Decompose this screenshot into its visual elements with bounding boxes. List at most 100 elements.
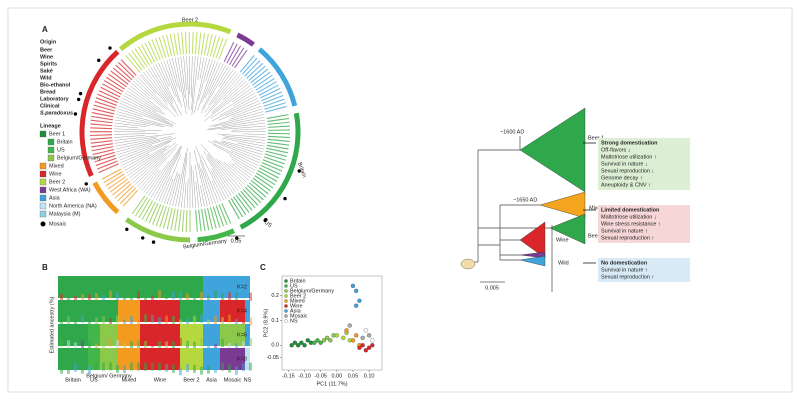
mosaic-dot bbox=[84, 182, 88, 186]
leaf-label bbox=[246, 184, 264, 201]
trait-box bbox=[598, 138, 690, 190]
box-item: Genome decay ↑ bbox=[601, 175, 643, 181]
branch bbox=[191, 165, 194, 208]
mosaic-dot bbox=[76, 97, 81, 102]
ancestry-strip bbox=[165, 315, 168, 324]
branch bbox=[207, 155, 237, 193]
ancestry-strip bbox=[95, 362, 98, 371]
ancestry-strip bbox=[109, 290, 112, 299]
ancestry-block bbox=[88, 276, 100, 298]
point bbox=[357, 345, 362, 350]
leaf-label bbox=[209, 207, 217, 229]
ancestry-strip bbox=[60, 293, 63, 302]
ancestry-strip bbox=[242, 363, 245, 372]
leaf-label bbox=[184, 32, 188, 55]
leaf-label bbox=[95, 97, 117, 106]
branch bbox=[153, 65, 174, 102]
branch bbox=[153, 146, 183, 199]
branch bbox=[211, 180, 222, 202]
leaf-label bbox=[262, 159, 284, 169]
ancestry-strip bbox=[214, 290, 217, 299]
leaf-label bbox=[223, 41, 235, 63]
legend-item: Mixed bbox=[290, 298, 305, 304]
legend-item: West Africa (WA) bbox=[49, 187, 91, 193]
leaf-label bbox=[234, 49, 248, 69]
ancestry-strip bbox=[235, 366, 238, 375]
box-item: Sexual reproduction ↓ bbox=[601, 168, 654, 174]
branch bbox=[202, 64, 227, 109]
branch bbox=[201, 168, 214, 205]
legend-item: US bbox=[290, 283, 298, 289]
leaf-label bbox=[218, 204, 228, 226]
branch bbox=[127, 87, 166, 115]
branch bbox=[158, 175, 171, 202]
leaf-label bbox=[91, 115, 114, 121]
branch bbox=[135, 78, 168, 110]
clade-label: Beer 2 bbox=[588, 233, 604, 239]
leaf-label bbox=[120, 59, 137, 76]
ancestry-block bbox=[220, 348, 245, 370]
branch bbox=[166, 171, 178, 205]
ancestry-strip bbox=[172, 291, 175, 300]
box-item: Sexual reproduction ↑ bbox=[601, 235, 654, 241]
leaf-label bbox=[134, 48, 148, 68]
point bbox=[350, 283, 356, 289]
leaf-label bbox=[90, 119, 113, 124]
lineage-arc bbox=[236, 32, 255, 47]
ancestry-strip bbox=[67, 340, 70, 349]
ancestry-strip bbox=[81, 293, 84, 302]
ancestry-block bbox=[88, 300, 100, 322]
branch bbox=[148, 68, 177, 112]
lineage-arc bbox=[92, 181, 120, 215]
ancestry-strip bbox=[200, 338, 203, 347]
branch bbox=[222, 78, 245, 101]
ancestry-strip bbox=[200, 314, 203, 323]
branch bbox=[155, 64, 182, 116]
ancestry-block bbox=[118, 348, 140, 370]
legend-marker bbox=[284, 314, 288, 318]
legend-swatch bbox=[39, 130, 47, 138]
ancestry-block bbox=[58, 300, 88, 322]
ancestry-block bbox=[245, 276, 250, 298]
branch bbox=[203, 151, 234, 195]
ancestry-strip bbox=[186, 340, 189, 349]
leaf-label bbox=[259, 87, 281, 99]
k-label: K=8 bbox=[237, 356, 247, 362]
x-tick-label: 0.00 bbox=[331, 373, 342, 379]
branch bbox=[114, 128, 162, 131]
branch bbox=[137, 76, 177, 118]
leaf-label bbox=[115, 64, 133, 81]
branch bbox=[177, 56, 185, 98]
leaf-label bbox=[151, 39, 161, 61]
leaf-label bbox=[181, 209, 185, 232]
leaf-label bbox=[97, 93, 118, 104]
ancestry-strip bbox=[116, 364, 119, 373]
legend-marker bbox=[284, 319, 288, 323]
leaf-label bbox=[244, 60, 261, 77]
ancestry-strip bbox=[137, 318, 140, 327]
point bbox=[334, 333, 339, 338]
legend-item: Belgium/Germany bbox=[290, 288, 334, 294]
branch bbox=[212, 83, 249, 114]
clade-wine bbox=[519, 221, 546, 259]
branch bbox=[194, 150, 208, 207]
ancestry-strip bbox=[67, 316, 70, 325]
branch bbox=[169, 173, 179, 206]
legend-item: S.paradoxus bbox=[40, 110, 73, 116]
ancestry-block bbox=[118, 324, 140, 346]
point bbox=[363, 348, 369, 353]
leaf-label bbox=[257, 170, 278, 182]
leaf-label bbox=[244, 186, 262, 204]
box-item: Wine stress resistance ↑ bbox=[601, 221, 661, 227]
legend-item: Britain bbox=[290, 278, 306, 284]
legend-item: US bbox=[57, 147, 65, 153]
branch bbox=[184, 182, 187, 208]
branch bbox=[116, 114, 162, 126]
branch bbox=[133, 149, 171, 183]
branch bbox=[191, 56, 199, 116]
leaf-label bbox=[185, 209, 188, 232]
leaf-label bbox=[248, 182, 267, 198]
branch bbox=[243, 133, 266, 135]
point bbox=[295, 343, 301, 348]
lineage-arc bbox=[197, 228, 235, 243]
